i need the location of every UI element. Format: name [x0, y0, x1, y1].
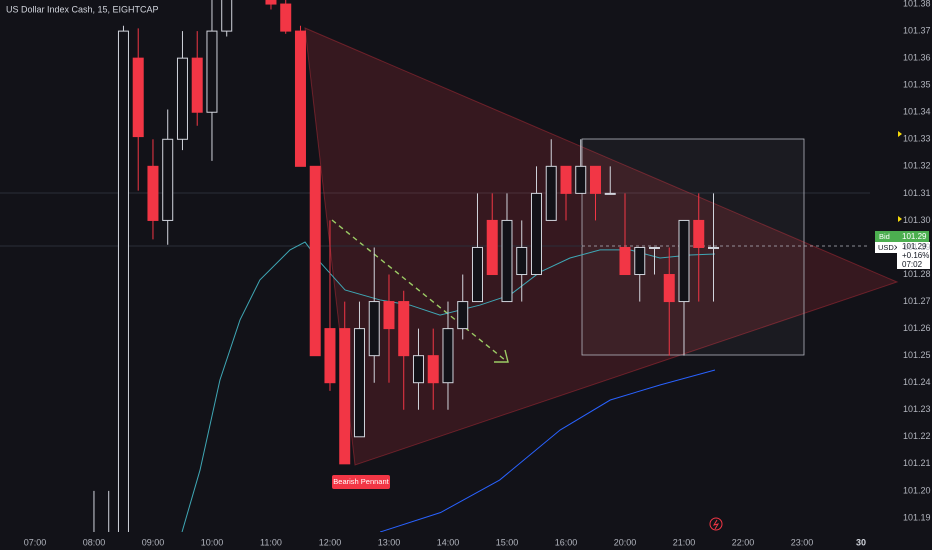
event-icon-bolt	[712, 519, 720, 530]
candle-body	[530, 192, 542, 276]
moving-average	[379, 369, 716, 532]
candle-body	[294, 30, 306, 167]
candle-body	[162, 138, 174, 221]
y-tick-label: 101.34	[903, 107, 931, 117]
candle-body	[457, 301, 469, 330]
y-tick-label: 101.32	[903, 161, 931, 171]
y-tick-label: 101.26	[903, 323, 931, 333]
change: +0.16%	[902, 251, 929, 260]
candle-body	[575, 165, 587, 194]
x-tick-label: 23:00	[791, 537, 814, 547]
candle-body	[191, 57, 203, 113]
candle-body	[383, 301, 395, 330]
x-tick-label: 13:00	[378, 537, 401, 547]
candle-body	[339, 328, 351, 465]
candle-body	[678, 219, 690, 303]
candle-body	[309, 165, 321, 357]
annotation-box	[332, 475, 390, 489]
symbol-tag	[875, 242, 897, 253]
x-tick-label: 11:00	[260, 537, 282, 547]
candle-body	[398, 301, 410, 357]
y-tick-label: 101.24	[903, 377, 931, 387]
y-tick-label: 101.36	[903, 53, 931, 63]
y-tick-label: 101.38	[903, 0, 931, 8]
candle-body	[516, 246, 528, 276]
x-tick-label: 14:00	[437, 537, 460, 547]
x-tick-label: 30	[856, 537, 866, 547]
candle-body	[280, 3, 292, 32]
candle-body	[648, 246, 660, 249]
x-tick-label: 08:00	[83, 537, 106, 547]
y-tick-label: 101.30	[903, 215, 931, 225]
y-tick-label: 101.25	[903, 350, 931, 360]
price: 101.29	[902, 242, 927, 251]
candle-body	[132, 57, 144, 138]
candle-body	[560, 165, 572, 194]
bid-label: Bid	[879, 232, 890, 241]
candle-body	[663, 274, 675, 303]
candle-body	[471, 246, 483, 303]
x-tick-label: 22:00	[732, 537, 755, 547]
event-icon[interactable]	[709, 517, 723, 531]
candle-body	[604, 192, 616, 195]
plot	[93, 0, 719, 532]
y-tick-label: 101.35	[903, 80, 931, 90]
y-tick-label: 101.23	[903, 404, 931, 414]
candle-body	[427, 355, 439, 384]
candle-body	[221, 0, 233, 32]
y-tick-label: 101.19	[903, 512, 931, 522]
bid-tag	[875, 231, 929, 242]
y-tick-label: 101.37	[903, 25, 931, 35]
x-tick-label: 07:00	[24, 537, 47, 547]
x-tick-label: 16:00	[555, 537, 578, 547]
candle-body	[117, 30, 129, 532]
candle-body	[353, 328, 365, 438]
candle-body	[707, 246, 719, 249]
candle-body	[368, 301, 380, 357]
y-tick-label: 101.20	[903, 485, 931, 495]
candle-body	[634, 246, 646, 276]
arrow-head	[494, 349, 509, 363]
price-tag	[897, 242, 930, 269]
y-tick-label: 101.29	[903, 242, 931, 252]
candle-body	[176, 57, 188, 140]
y-tick-label: 101.31	[903, 188, 931, 198]
candle-body	[442, 328, 454, 384]
y-tick-label: 101.27	[903, 296, 931, 306]
symbol: USDX	[878, 243, 899, 252]
chart-title: US Dollar Index Cash, 15, EIGHTCAP	[6, 4, 159, 14]
alert-marker	[898, 216, 902, 222]
y-tick-label: 101.22	[903, 431, 931, 441]
projection-arrow	[331, 219, 506, 361]
bid-price: 101.29	[902, 232, 927, 241]
x-tick-label: 15:00	[496, 537, 519, 547]
x-tick-label: 20:00	[614, 537, 637, 547]
annotation: Bearish Pennant	[333, 477, 389, 486]
candle-body	[486, 219, 498, 276]
x-tick-label: 10:00	[201, 537, 224, 547]
candle-body	[693, 219, 705, 248]
candle-body	[265, 0, 277, 5]
candle-body	[619, 246, 631, 276]
y-tick-label: 101.21	[903, 458, 931, 468]
y-tick-label: 101.33	[903, 134, 931, 144]
candle-body	[545, 165, 557, 221]
candle-body	[147, 165, 159, 221]
x-tick-label: 12:00	[319, 537, 342, 547]
alert-marker	[898, 131, 902, 137]
candle-body	[589, 165, 601, 194]
candle-body	[412, 355, 424, 384]
candle-body	[206, 30, 218, 113]
range-box	[581, 138, 805, 356]
x-tick-label: 09:00	[142, 537, 165, 547]
y-tick-label: 101.28	[903, 269, 931, 279]
candle-body	[324, 328, 336, 384]
countdown: 07:02	[902, 260, 923, 269]
candle-body	[501, 219, 513, 303]
x-tick-label: 21:00	[673, 537, 696, 547]
